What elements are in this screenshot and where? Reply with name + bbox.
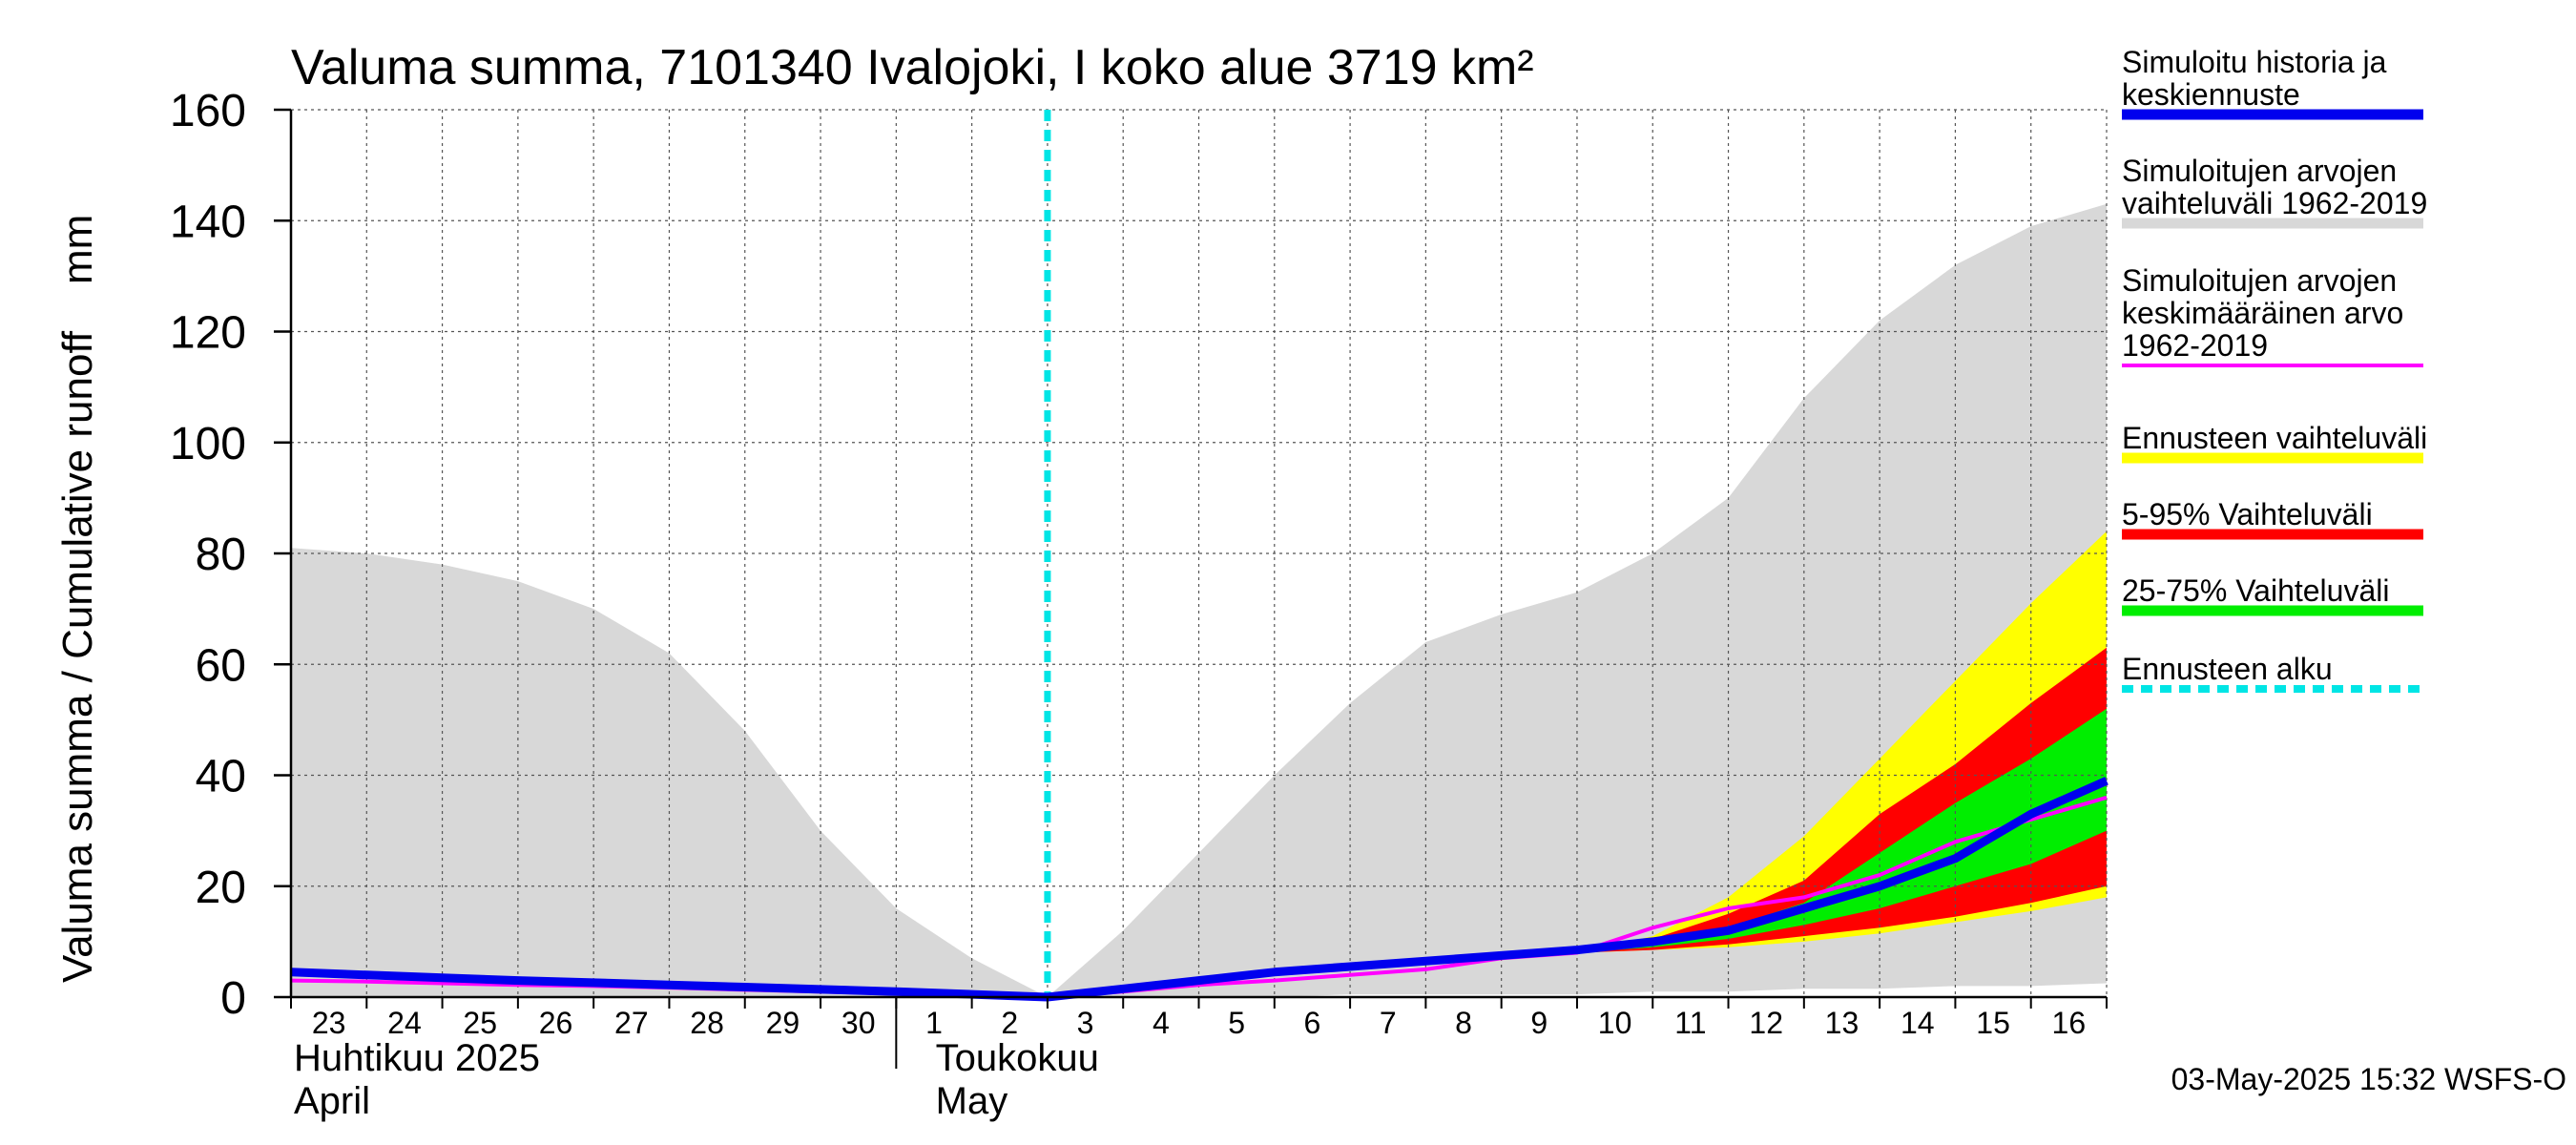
x-tick-label: 30 <box>841 1006 876 1040</box>
legend-label: 1962-2019 <box>2122 328 2268 363</box>
y-tick-label: 140 <box>170 197 246 247</box>
legend-label: Simuloitu historia ja <box>2122 45 2387 79</box>
x-tick-label: 3 <box>1077 1006 1094 1040</box>
x-tick-label: 23 <box>312 1006 346 1040</box>
x-tick-label: 1 <box>925 1006 943 1040</box>
y-tick-label: 100 <box>170 419 246 469</box>
x-tick-label: 16 <box>2052 1006 2087 1040</box>
x-tick-label: 6 <box>1304 1006 1321 1040</box>
series-line-simulated <box>290 777 2109 1002</box>
grid-layer <box>290 109 2108 998</box>
legend-label: Simuloitujen arvojen <box>2122 154 2397 188</box>
y-tick-label: 120 <box>170 308 246 359</box>
legend-label: 5-95% Vaihteluväli <box>2122 497 2373 531</box>
x-tick-label: 12 <box>1749 1006 1783 1040</box>
x-tick-label: 8 <box>1455 1006 1472 1040</box>
y-axis-label: Valuma summa / Cumulative runoff mm <box>54 215 101 983</box>
x-tick-label: 29 <box>766 1006 800 1040</box>
y-tick-label: 40 <box>196 752 246 802</box>
x-tick-label: 27 <box>614 1006 649 1040</box>
x-tick-label: 11 <box>1674 1006 1706 1040</box>
x-tick-label: 26 <box>539 1006 573 1040</box>
x-tick-label: 14 <box>1901 1006 1935 1040</box>
x-tick-label: 7 <box>1380 1006 1397 1040</box>
x-tick-label: 28 <box>690 1006 724 1040</box>
legend-label: Ennusteen vaihteluväli <box>2122 421 2427 455</box>
x-tick-label: 15 <box>1976 1006 2010 1040</box>
legend-label: vaihteluväli 1962-2019 <box>2122 186 2427 220</box>
footer-timestamp: 03-May-2025 15:32 WSFS-O <box>2171 1062 2566 1096</box>
x-tick-label: 25 <box>463 1006 497 1040</box>
y-tick-label: 0 <box>220 973 246 1024</box>
x-tick-label: 13 <box>1825 1006 1859 1040</box>
legend-label: 25-75% Vaihteluväli <box>2122 573 2389 608</box>
y-tick-label: 20 <box>196 863 246 913</box>
legend-label: Simuloitujen arvojen <box>2122 263 2397 298</box>
x-tick-label: 10 <box>1598 1006 1632 1040</box>
legend-label: keskiennuste <box>2122 77 2300 112</box>
x-tick-label: 5 <box>1228 1006 1245 1040</box>
month-label-fi: Toukokuu <box>936 1037 1099 1079</box>
line-layer <box>290 110 2109 1002</box>
chart-title: Valuma summa, 7101340 Ivalojoki, I koko … <box>291 40 1534 95</box>
month-label-en: April <box>294 1080 370 1122</box>
x-tick-label: 24 <box>387 1006 422 1040</box>
x-tick-label: 2 <box>1001 1006 1018 1040</box>
month-label-fi: Huhtikuu 2025 <box>294 1037 540 1079</box>
legend-label: keskimääräinen arvo <box>2122 296 2403 330</box>
x-tick-label: 4 <box>1153 1006 1170 1040</box>
y-tick-label: 160 <box>170 86 246 136</box>
y-tick-label: 80 <box>196 530 246 580</box>
x-tick-label: 9 <box>1530 1006 1548 1040</box>
month-label-en: May <box>936 1080 1008 1122</box>
legend-label: Ennusteen alku <box>2122 652 2333 686</box>
y-tick-label: 60 <box>196 640 246 691</box>
